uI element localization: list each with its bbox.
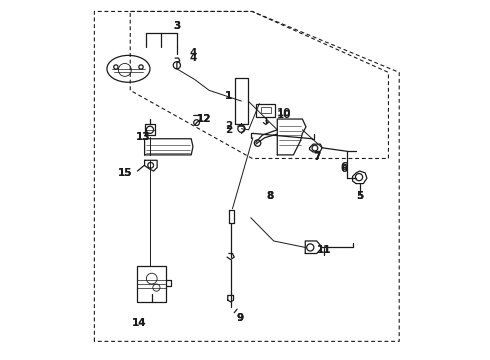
Text: 8: 8 <box>267 191 274 201</box>
Text: 7: 7 <box>313 152 320 162</box>
Text: 9: 9 <box>236 313 243 323</box>
Text: 9: 9 <box>236 313 243 323</box>
Text: 8: 8 <box>267 191 274 201</box>
Text: 11: 11 <box>317 245 331 255</box>
Text: 13: 13 <box>136 132 150 142</box>
Text: 2: 2 <box>225 125 232 135</box>
Text: 14: 14 <box>132 319 147 328</box>
Text: 3: 3 <box>173 21 180 31</box>
Text: 6: 6 <box>340 164 347 174</box>
Text: 6: 6 <box>340 162 347 172</box>
Text: 1: 1 <box>225 91 232 101</box>
Text: 2: 2 <box>225 121 232 131</box>
Bar <box>137 266 166 302</box>
Text: 10: 10 <box>277 111 292 121</box>
Text: 13: 13 <box>136 132 150 142</box>
Text: 7: 7 <box>313 152 320 162</box>
Text: 4: 4 <box>189 53 196 63</box>
Text: 3: 3 <box>173 21 180 31</box>
Text: 4: 4 <box>189 48 196 58</box>
Text: 10: 10 <box>277 108 292 118</box>
Text: 5: 5 <box>356 191 364 201</box>
Text: 12: 12 <box>196 114 211 124</box>
Text: 1: 1 <box>225 91 232 101</box>
Bar <box>261 107 271 113</box>
Bar <box>256 104 275 117</box>
Text: 14: 14 <box>132 319 147 328</box>
Bar <box>235 78 248 125</box>
Text: 12: 12 <box>196 114 211 124</box>
Text: 5: 5 <box>356 191 364 201</box>
Text: 15: 15 <box>118 168 132 178</box>
Text: 11: 11 <box>317 245 331 255</box>
Text: 15: 15 <box>118 168 132 178</box>
